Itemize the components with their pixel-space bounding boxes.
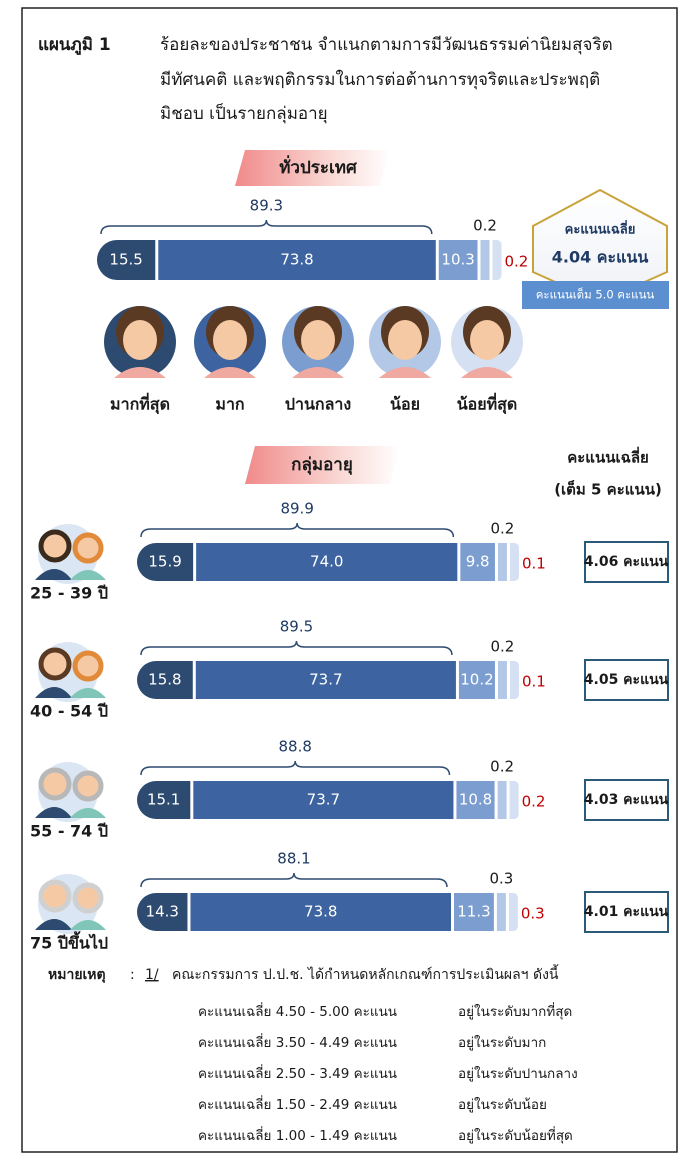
notes-ref: 1/ [145,967,159,983]
value-label: 10.8 [459,791,492,809]
icon-head [41,770,69,798]
bar-segment [510,781,519,819]
bar-segment [492,240,501,280]
bracket [141,641,452,655]
age-label: 40 - 54 ปี [30,702,108,721]
category-label: น้อย [390,395,420,414]
face [301,320,335,360]
note-range: คะแนนเฉลี่ย 1.00 - 1.49 คะแนน [198,1126,397,1144]
value-label: 0.1 [522,555,546,573]
value-label: 0.2 [522,793,546,811]
score-value: 4.01 คะแนน [584,904,669,920]
title-line: ร้อยละของประชาชน จำแนกตามการมีวัฒนธรรมค่… [160,35,613,55]
value-label: 0.2 [504,253,528,271]
age-label: 55 - 74 ปี [30,822,108,841]
section-title: ทั่วประเทศ [279,155,358,178]
bracket [101,220,432,234]
value-label: 73.8 [280,251,313,269]
face [388,320,422,360]
age-label: 75 ปีขึ้นไป [30,931,108,953]
value-label: 0.2 [491,638,515,656]
title-line: มีทัศนคติ และพฤติกรรมในการต่อต้านการทุจร… [160,69,600,90]
bar-segment [498,781,507,819]
infographic: แผนภูมิ 1 ร้อยละของประชาชน จำแนกตามการมี… [0,0,683,1160]
face [470,320,504,360]
note-range: คะแนนเฉลี่ย 3.50 - 4.49 คะแนน [198,1033,397,1051]
bar-segment [497,893,506,931]
combined-label: 89.3 [250,197,283,215]
bar-segment [498,661,507,699]
face [123,320,157,360]
value-label: 73.7 [309,671,342,689]
category-label: น้อยที่สุด [457,393,518,415]
bar-segment [480,240,489,280]
bar-segment [510,661,519,699]
age-label: 25 - 39 ปี [30,584,108,603]
score-note: คะแนนเต็ม 5.0 คะแนน [536,287,655,302]
value-label: 11.3 [457,903,490,921]
value-label: 10.2 [460,671,493,689]
value-label: 0.2 [491,520,515,538]
combined-label: 88.8 [279,738,312,756]
icon-head [41,650,69,678]
note-range: คะแนนเฉลี่ย 1.50 - 2.49 คะแนน [198,1095,397,1113]
note-level: อยู่ในระดับน้อย [458,1096,547,1113]
section-title: กลุ่มอายุ [291,455,353,475]
notes-sep: : [130,967,135,983]
score-value: 4.06 คะแนน [584,554,669,570]
bracket [141,761,449,775]
icon-head [75,885,101,911]
value-label: 10.3 [441,251,474,269]
value-label: 9.8 [466,553,490,571]
value-label: 0.2 [473,217,497,235]
value-label: 73.8 [304,903,337,921]
note-level: อยู่ในระดับน้อยที่สุด [458,1126,573,1144]
title-line: มิชอบ เป็นรายกลุ่มอายุ [160,102,328,124]
value-label: 15.1 [147,791,180,809]
icon-head [75,773,101,799]
value-label: 14.3 [146,903,179,921]
value-label: 0.3 [521,905,545,923]
bar-segment [509,893,518,931]
value-label: 74.0 [310,553,343,571]
value-label: 0.1 [522,673,546,691]
score-value: 4.04 คะแนน [552,248,649,267]
bar-segment [510,543,519,581]
score-title: คะแนนเฉลี่ย [565,220,636,238]
combined-label: 88.1 [277,850,310,868]
score-value: 4.05 คะแนน [584,672,669,688]
bracket [141,873,447,887]
icon-head [41,882,69,910]
score-value: 4.03 คะแนน [584,792,669,808]
value-label: 73.7 [307,791,340,809]
category-label: มากที่สุด [110,393,170,415]
icon-head [75,535,101,561]
value-label: 15.5 [109,251,142,269]
score-header: คะแนนเฉลี่ย [567,447,649,467]
notes-text: คณะกรรมการ ป.ป.ช. ได้กำหนดหลักเกณฑ์การปร… [172,964,559,983]
note-range: คะแนนเฉลี่ย 4.50 - 5.00 คะแนน [198,1002,397,1020]
value-label: 0.3 [489,870,513,888]
icon-head [41,532,69,560]
combined-label: 89.9 [280,500,313,518]
score-header: (เต็ม 5 คะแนน) [554,480,662,499]
category-label: มาก [215,395,244,414]
face [213,320,247,360]
note-level: อยู่ในระดับมากที่สุด [458,1002,572,1020]
value-label: 15.8 [148,671,181,689]
value-label: 15.9 [148,553,181,571]
category-label: ปานกลาง [285,395,351,414]
icon-head [75,653,101,679]
faces [104,306,523,378]
note-level: อยู่ในระดับปานกลาง [458,1065,578,1082]
value-label: 0.2 [490,758,514,776]
note-range: คะแนนเฉลี่ย 2.50 - 3.49 คะแนน [198,1064,397,1082]
note-level: อยู่ในระดับมาก [458,1034,546,1051]
figure-label: แผนภูมิ 1 [38,35,111,56]
bracket [141,523,453,537]
combined-label: 89.5 [280,618,313,636]
bar-segment [498,543,507,581]
notes-label: หมายเหตุ [48,967,106,983]
